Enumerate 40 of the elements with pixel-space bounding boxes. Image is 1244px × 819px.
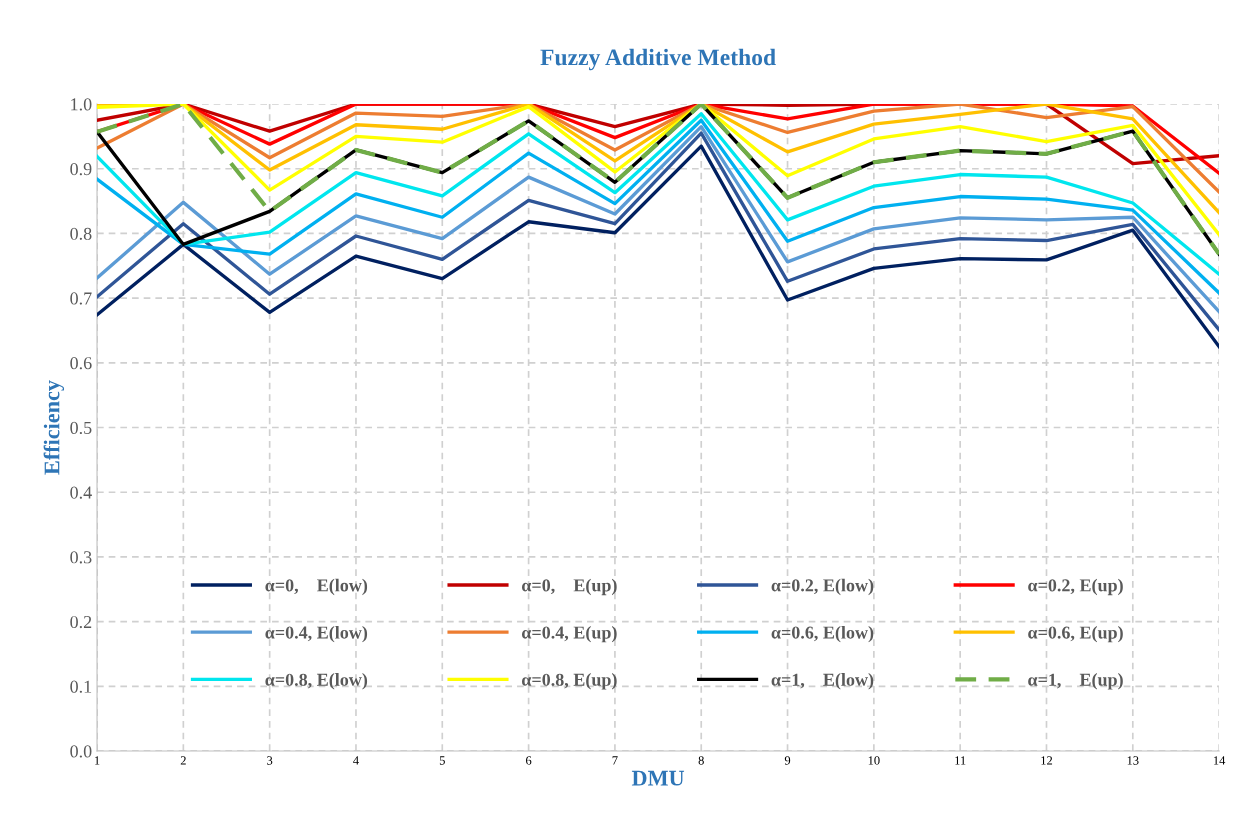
y-tick-label: 0.1 xyxy=(70,680,92,693)
legend-label: α=0.6, E(low) xyxy=(771,625,874,643)
x-axis-title: DMU xyxy=(631,770,685,786)
legend-label: α=0, E(low) xyxy=(265,578,368,596)
x-tick-label: 8 xyxy=(698,756,704,765)
x-tick-label: 14 xyxy=(1213,756,1226,765)
y-tick-label: 0.2 xyxy=(70,615,92,629)
y-tick-label: 0.6 xyxy=(70,357,92,370)
legend-label: α=0, E(up) xyxy=(522,578,617,596)
x-tick-label: 4 xyxy=(353,756,359,765)
x-tick-label: 5 xyxy=(439,756,445,765)
x-tick-label: 12 xyxy=(1041,756,1053,765)
y-tick-label: 0.9 xyxy=(70,162,92,176)
legend-label: α=0.4, E(up) xyxy=(522,625,617,643)
y-tick-label: 0.4 xyxy=(70,486,92,499)
x-tick-label: 11 xyxy=(955,756,966,765)
x-tick-label: 1 xyxy=(95,756,100,765)
y-axis-title: Efficiency xyxy=(43,380,65,475)
x-tick-label: 9 xyxy=(784,756,791,765)
x-tick-label: 2 xyxy=(180,756,186,765)
legend-label: α=1, E(low) xyxy=(771,673,874,690)
legend-label: α=0.2, E(low) xyxy=(771,578,874,596)
legend-label: α=0.2, E(up) xyxy=(1028,578,1123,596)
x-tick-label: 3 xyxy=(267,756,273,765)
legend-label: α=0.4, E(low) xyxy=(265,625,368,643)
x-tick-label: 10 xyxy=(868,756,880,765)
y-tick-label: 0.0 xyxy=(70,745,92,758)
y-tick-label: 0.7 xyxy=(70,292,92,305)
chart-title: Fuzzy Additive Method xyxy=(540,48,776,71)
legend-label: α=0.6, E(up) xyxy=(1028,625,1123,643)
x-tick-label: 7 xyxy=(612,756,618,765)
legend-label: α=0.8, E(low) xyxy=(265,673,368,690)
x-tick-label: 6 xyxy=(526,756,532,765)
y-tick-label: 0.8 xyxy=(70,227,92,240)
x-tick-label: 13 xyxy=(1127,756,1139,765)
y-tick-label: 1.0 xyxy=(71,98,92,111)
y-tick-label: 0.3 xyxy=(70,551,92,564)
legend-label: α=0.8, E(up) xyxy=(522,673,617,690)
y-tick-label: 0.5 xyxy=(70,421,92,435)
legend-label: α=1, E(up) xyxy=(1028,673,1123,690)
